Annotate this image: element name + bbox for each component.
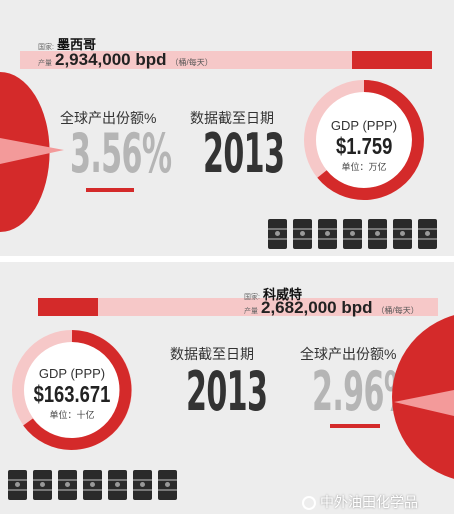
country-tag: 国家: bbox=[38, 44, 54, 51]
gdp-ring bbox=[12, 330, 132, 450]
gdp-value: $163.671 bbox=[33, 381, 111, 407]
oil-barrel-icon bbox=[268, 219, 287, 249]
kuwait-panel: 国家: 科威特 产量 2,682,000 bpd （桶/每天） GDP (PPP) $… bbox=[0, 262, 454, 514]
share-label: 全球产出份额% bbox=[60, 110, 157, 126]
production-value: 2,934,000 bpd bbox=[55, 50, 167, 69]
production-line: 产量 2,682,000 bpd （桶/每天） bbox=[244, 298, 419, 318]
production-unit: （桶/每天） bbox=[376, 306, 419, 315]
oil-barrel-icon bbox=[393, 219, 412, 249]
country-name: 科威特 bbox=[262, 287, 302, 302]
country-name-line: 国家: 墨西哥 bbox=[38, 34, 96, 53]
gdp-title: GDP (PPP) bbox=[330, 118, 398, 133]
data-year: 2013 bbox=[203, 122, 285, 185]
watermark: 中外油田化学品 bbox=[302, 492, 418, 512]
barrel-row bbox=[268, 219, 437, 249]
data-year: 2013 bbox=[186, 360, 268, 423]
share-pie-right bbox=[392, 315, 454, 479]
country-name: 墨西哥 bbox=[56, 37, 96, 52]
production-bar bbox=[38, 298, 438, 316]
oil-barrel-icon bbox=[158, 470, 177, 500]
panel-separator bbox=[0, 256, 454, 262]
gdp-title: GDP (PPP) bbox=[38, 366, 106, 381]
watermark-text: 中外油田化学品 bbox=[320, 494, 418, 510]
gdp-unit: 单位：万亿 bbox=[341, 162, 387, 172]
production-tag: 产量 bbox=[244, 308, 258, 315]
oil-barrel-icon bbox=[418, 219, 437, 249]
production-value: 2,682,000 bpd bbox=[261, 298, 373, 317]
oil-barrel-icon bbox=[33, 470, 52, 500]
wechat-icon bbox=[302, 496, 316, 511]
oil-barrel-icon bbox=[368, 219, 387, 249]
share-underline bbox=[330, 424, 380, 428]
country-name-line: 国家: 科威特 bbox=[244, 284, 302, 303]
oil-barrel-icon bbox=[58, 470, 77, 500]
production-bar-fill bbox=[352, 51, 432, 69]
oil-barrel-icon bbox=[343, 219, 362, 249]
gdp-unit: 单位：十亿 bbox=[49, 410, 95, 420]
production-bar-fill bbox=[38, 298, 98, 316]
date-label: 数据截至日期 bbox=[190, 110, 274, 126]
share-value: 3.56% bbox=[70, 122, 172, 185]
gdp-block: GDP (PPP) $163.671 单位：十亿 bbox=[10, 366, 134, 421]
oil-barrel-icon bbox=[318, 219, 337, 249]
production-line: 产量 2,934,000 bpd （桶/每天） bbox=[38, 50, 213, 70]
oil-barrel-icon bbox=[133, 470, 152, 500]
date-label: 数据截至日期 bbox=[170, 346, 254, 362]
oil-barrel-icon bbox=[293, 219, 312, 249]
oil-barrel-icon bbox=[108, 470, 127, 500]
mexico-panel: 国家: 墨西哥 产量 2,934,000 bpd （桶/每天） 全球产出份额% 3.5… bbox=[0, 0, 454, 256]
country-tag: 国家: bbox=[244, 294, 260, 301]
gdp-value: $1.759 bbox=[335, 133, 393, 159]
share-pie-left bbox=[0, 72, 64, 232]
production-tag: 产量 bbox=[38, 60, 52, 67]
oil-barrel-icon bbox=[8, 470, 27, 500]
barrel-row bbox=[8, 470, 177, 500]
production-bar bbox=[20, 51, 432, 69]
oil-barrel-icon bbox=[83, 470, 102, 500]
gdp-block: GDP (PPP) $1.759 单位：万亿 bbox=[302, 118, 426, 173]
gdp-ring bbox=[304, 80, 424, 200]
production-unit: （桶/每天） bbox=[170, 58, 213, 67]
share-underline bbox=[86, 188, 134, 192]
share-label: 全球产出份额% bbox=[300, 346, 397, 362]
